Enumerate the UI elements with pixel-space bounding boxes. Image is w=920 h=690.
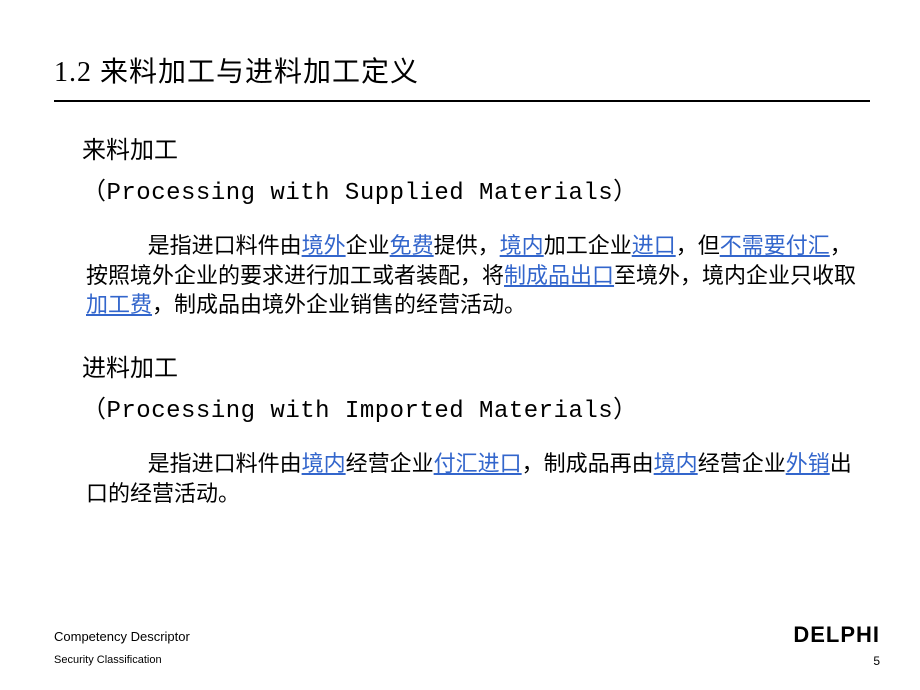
- footer-security: Security Classification: [54, 654, 880, 666]
- highlighted-term: 免费: [390, 233, 434, 258]
- highlighted-term: 进口: [632, 233, 676, 258]
- footer-competency: Competency Descriptor: [54, 629, 880, 644]
- slide-title: 1.2 来料加工与进料加工定义: [54, 50, 870, 102]
- highlighted-term: 境内: [500, 233, 544, 258]
- section1-subheading: （Processing with Supplied Materials）: [82, 171, 870, 207]
- highlighted-term: 加工费: [86, 292, 152, 317]
- highlighted-term: 付汇进口: [434, 451, 522, 476]
- slide: 1.2 来料加工与进料加工定义 来料加工 （Processing with Su…: [0, 0, 920, 690]
- highlighted-term: 境内: [302, 451, 346, 476]
- section2-subheading: （Processing with Imported Materials）: [82, 389, 870, 425]
- highlighted-term: 制成品出口: [504, 263, 614, 288]
- highlighted-term: 境内: [654, 451, 698, 476]
- highlighted-term: 境外: [302, 233, 346, 258]
- highlighted-term: 不需要付汇: [720, 233, 830, 258]
- content-area: 来料加工 （Processing with Supplied Materials…: [54, 130, 870, 508]
- section2-body: 是指进口料件由境内经营企业付汇进口，制成品再由境内经营企业外销出口的经营活动。: [82, 449, 870, 508]
- footer: Competency Descriptor Security Classific…: [54, 629, 880, 666]
- highlighted-term: 外销: [786, 451, 830, 476]
- page-number: 5: [873, 654, 880, 668]
- section2-heading: 进料加工: [82, 348, 870, 383]
- delphi-logo: DELPHI: [793, 622, 880, 648]
- section1-heading: 来料加工: [82, 130, 870, 165]
- section1-body: 是指进口料件由境外企业免费提供，境内加工企业进口，但不需要付汇，按照境外企业的要…: [82, 231, 870, 320]
